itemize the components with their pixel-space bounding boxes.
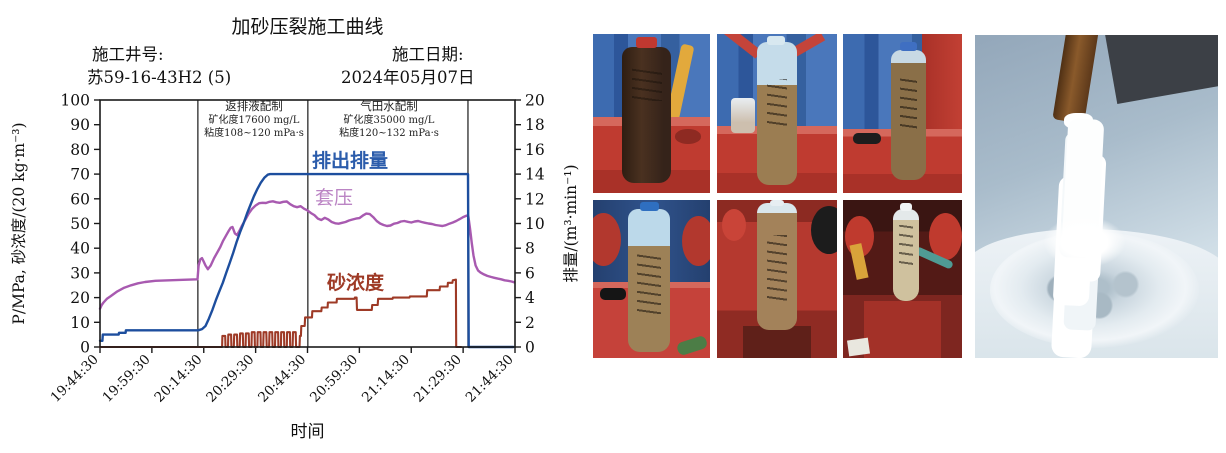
bottle	[622, 46, 672, 184]
y-axis-right-title: 排量/(m³·min⁻¹)	[562, 164, 580, 282]
svg-text:2: 2	[525, 314, 535, 332]
white-tag	[846, 337, 871, 357]
job-date-value: 2024年05月07日	[341, 68, 475, 87]
x-tick-label: 20:59:30	[307, 352, 361, 406]
x-tick-label: 21:14:30	[359, 352, 413, 406]
svg-text:40: 40	[70, 240, 90, 258]
svg-text:90: 90	[70, 116, 90, 134]
svg-text:18: 18	[525, 116, 545, 134]
sample-photo-6	[843, 200, 962, 358]
handle	[600, 288, 626, 300]
x-tick-label: 20:44:30	[255, 352, 309, 406]
sample-photo-4	[593, 200, 710, 358]
bottle-writing	[767, 78, 787, 127]
annotation-gasfield-water: 气田水配制 矿化度35000 mg/L 粘度120~132 mPa·s	[313, 99, 465, 140]
sample-photo-2	[717, 34, 837, 193]
bottle-cap	[769, 200, 785, 207]
svg-text:10: 10	[525, 215, 545, 233]
bottle-writing	[637, 250, 661, 314]
fracturing-curve-figure: 0 10 20 30 40 50 60 70 80 90 100 P/MPa, 砂浓度/(20 kg·…	[0, 0, 600, 449]
bottle-cap	[900, 203, 912, 212]
svg-text:30: 30	[70, 264, 90, 282]
series-label-sand-concentration: 砂浓度	[327, 272, 385, 294]
red-valve	[928, 212, 962, 261]
x-axis: 19:44:3019:59:3020:14:3020:29:3020:44:30…	[48, 347, 517, 442]
svg-text:8: 8	[525, 240, 535, 258]
svg-text:70: 70	[70, 166, 90, 184]
red-valve	[721, 209, 746, 242]
x-tick-label: 21:29:30	[411, 352, 465, 406]
series-line-2	[98, 278, 463, 349]
svg-text:20: 20	[525, 92, 545, 110]
svg-text:60: 60	[70, 190, 90, 208]
sample-photo-3	[843, 34, 962, 193]
deck-cap	[674, 129, 701, 144]
svg-text:6: 6	[525, 264, 535, 282]
bottle-writing	[900, 75, 917, 130]
x-axis-title: 时间	[291, 422, 325, 442]
bottle-cap	[900, 41, 917, 52]
x-tick-label: 21:44:30	[463, 352, 517, 406]
annotation-line: 矿化度17600 mg/L	[208, 114, 300, 126]
y-axis-left: 0 10 20 30 40 50 60 70 80 90 100 P/MPa, 砂浓度/(20 kg·…	[10, 92, 100, 357]
red-tank	[921, 34, 962, 146]
foam-splash	[1043, 215, 1126, 268]
annotation-line: 粘度108~120 mPa·s	[204, 127, 304, 139]
bottle-writing	[898, 225, 914, 267]
x-tick-label: 19:44:30	[48, 352, 102, 406]
svg-text:16: 16	[525, 141, 545, 159]
x-tick-label: 20:29:30	[203, 352, 257, 406]
red-tank-front	[864, 301, 941, 358]
pedestal	[743, 326, 811, 358]
series-label-casing-pressure: 套压	[315, 187, 354, 209]
job-date-label: 施工日期:	[392, 45, 464, 64]
chart-title: 加砂压裂施工曲线	[231, 16, 384, 38]
well-number-value: 苏59-16-43H2 (5)	[87, 68, 232, 87]
svg-text:100: 100	[60, 92, 90, 110]
foam-photo	[975, 35, 1218, 358]
annotation-line: 返排液配制	[225, 99, 283, 113]
series-label-discharge-rate: 排出排量	[312, 150, 389, 172]
bottle-writing	[631, 65, 663, 101]
series-line-1	[98, 200, 516, 310]
svg-text:12: 12	[525, 190, 545, 208]
bottle-cap	[639, 201, 659, 212]
svg-text:10: 10	[70, 314, 90, 332]
handle	[852, 132, 882, 144]
white-cup	[731, 97, 756, 133]
bottle-writing	[767, 234, 787, 302]
svg-text:0: 0	[80, 339, 90, 357]
red-pump	[593, 212, 622, 267]
svg-text:14: 14	[525, 166, 545, 184]
red-pump	[681, 215, 710, 267]
bottle-cap	[767, 35, 786, 46]
annotation-line: 矿化度35000 mg/L	[343, 114, 435, 126]
svg-text:50: 50	[70, 215, 90, 233]
x-tick-label: 19:59:30	[100, 352, 154, 406]
annotation-flowback-fluid: 返排液配制 矿化度17600 mg/L 粘度108~120 mPa·s	[200, 99, 308, 140]
bottle-cap	[636, 37, 658, 49]
svg-text:0: 0	[525, 339, 535, 357]
x-tick-label: 20:14:30	[151, 352, 205, 406]
sample-photo-1	[593, 34, 710, 193]
foam-pool-texture	[1013, 254, 1170, 339]
svg-text:4: 4	[525, 289, 535, 307]
annotation-line: 粘度120~132 mPa·s	[339, 127, 439, 139]
annotation-line: 气田水配制	[360, 99, 418, 113]
tire	[810, 206, 837, 254]
well-number-label: 施工井号:	[92, 45, 164, 64]
svg-text:80: 80	[70, 141, 90, 159]
plot-frame	[99, 99, 516, 348]
series-line-0	[98, 172, 515, 349]
svg-text:20: 20	[70, 289, 90, 307]
y-axis-left-title: P/MPa, 砂浓度/(20 kg·m⁻³)	[10, 122, 28, 324]
y-axis-right: 0 2 4 6 8 10 12 14 16 18 20 排量/(m³·min⁻¹)	[515, 92, 580, 357]
sample-photo-5	[717, 200, 837, 358]
